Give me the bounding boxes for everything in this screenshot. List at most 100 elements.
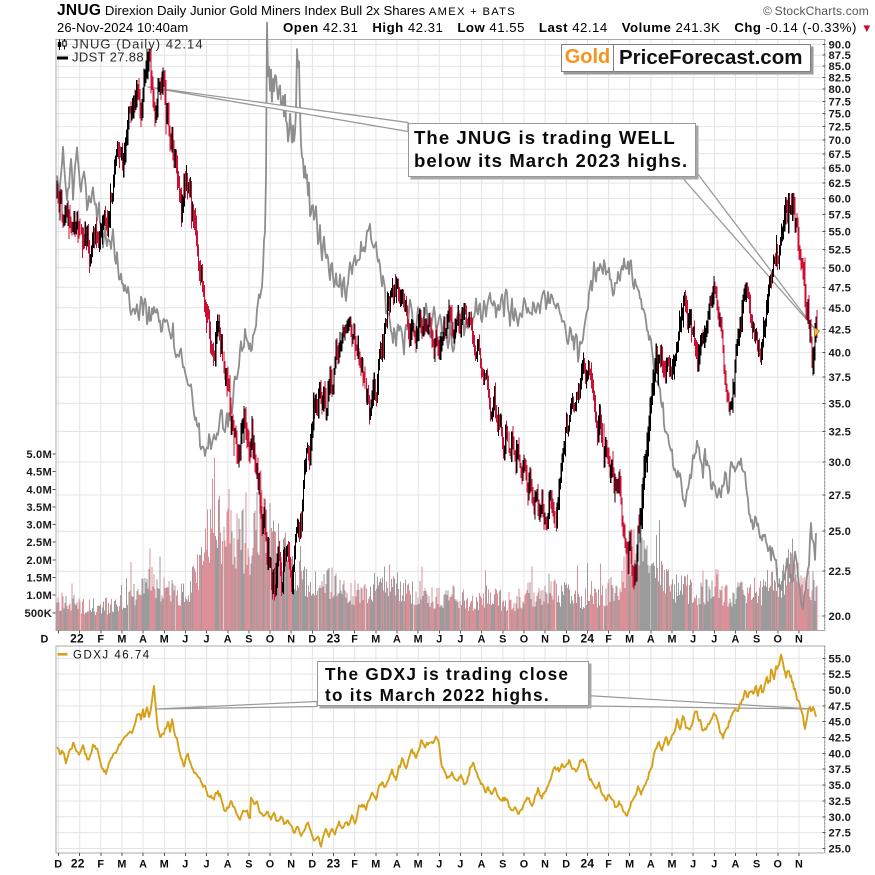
svg-text:55.0: 55.0 bbox=[829, 653, 852, 665]
svg-text:37.5: 37.5 bbox=[829, 372, 852, 384]
svg-text:A: A bbox=[478, 634, 486, 646]
svg-text:J: J bbox=[182, 859, 188, 871]
svg-text:20.0: 20.0 bbox=[829, 611, 852, 623]
svg-text:35.0: 35.0 bbox=[829, 780, 852, 792]
svg-text:47.5: 47.5 bbox=[829, 282, 852, 294]
svg-text:87.5: 87.5 bbox=[829, 50, 852, 62]
svg-text:GDXJ 46.74: GDXJ 46.74 bbox=[73, 650, 151, 662]
svg-text:J: J bbox=[203, 634, 209, 646]
svg-text:A: A bbox=[732, 634, 740, 646]
svg-text:1.5M: 1.5M bbox=[26, 573, 52, 585]
svg-text:M: M bbox=[117, 859, 126, 871]
svg-text:22.5: 22.5 bbox=[829, 566, 852, 578]
svg-text:A: A bbox=[224, 859, 232, 871]
svg-text:F: F bbox=[351, 859, 358, 871]
svg-text:23: 23 bbox=[327, 857, 341, 871]
svg-text:O: O bbox=[520, 634, 529, 646]
svg-text:42.5: 42.5 bbox=[829, 325, 852, 337]
svg-text:J: J bbox=[711, 634, 717, 646]
svg-text:F: F bbox=[97, 634, 104, 646]
svg-text:52.5: 52.5 bbox=[829, 669, 852, 681]
svg-text:30.0: 30.0 bbox=[829, 812, 852, 824]
svg-text:57.5: 57.5 bbox=[829, 210, 852, 222]
svg-text:60.0: 60.0 bbox=[829, 194, 852, 206]
svg-text:N: N bbox=[541, 859, 549, 871]
svg-text:N: N bbox=[795, 634, 803, 646]
svg-text:D: D bbox=[562, 859, 570, 871]
svg-text:M: M bbox=[414, 859, 423, 871]
svg-text:O: O bbox=[266, 859, 275, 871]
svg-text:D: D bbox=[308, 634, 316, 646]
svg-text:85.0: 85.0 bbox=[829, 61, 852, 73]
svg-text:O: O bbox=[773, 859, 782, 871]
svg-text:55.0: 55.0 bbox=[829, 227, 852, 239]
svg-text:62.5: 62.5 bbox=[829, 178, 852, 190]
svg-text:N: N bbox=[541, 634, 549, 646]
svg-text:S: S bbox=[753, 634, 760, 646]
svg-text:4.5M: 4.5M bbox=[26, 467, 52, 479]
svg-text:23: 23 bbox=[327, 632, 341, 646]
svg-text:A: A bbox=[393, 634, 401, 646]
svg-text:A: A bbox=[647, 634, 655, 646]
svg-text:F: F bbox=[351, 634, 358, 646]
svg-text:M: M bbox=[625, 859, 634, 871]
svg-text:J: J bbox=[690, 859, 696, 871]
svg-text:2.5M: 2.5M bbox=[26, 537, 52, 549]
svg-text:5.0M: 5.0M bbox=[26, 449, 52, 461]
svg-text:A: A bbox=[224, 634, 232, 646]
svg-text:M: M bbox=[160, 634, 169, 646]
svg-text:JNUG (Daily) 42.14: JNUG (Daily) 42.14 bbox=[72, 37, 204, 52]
svg-text:J: J bbox=[690, 634, 696, 646]
svg-text:N: N bbox=[287, 859, 295, 871]
svg-text:25.0: 25.0 bbox=[829, 844, 852, 856]
svg-text:32.5: 32.5 bbox=[829, 427, 852, 439]
svg-text:35.0: 35.0 bbox=[829, 398, 852, 410]
svg-text:30.0: 30.0 bbox=[829, 457, 852, 469]
svg-text:67.5: 67.5 bbox=[829, 149, 852, 161]
svg-text:J: J bbox=[182, 634, 188, 646]
svg-text:J: J bbox=[457, 859, 463, 871]
svg-text:J: J bbox=[203, 859, 209, 871]
svg-text:50.0: 50.0 bbox=[829, 263, 852, 275]
svg-text:22: 22 bbox=[70, 632, 84, 646]
svg-text:F: F bbox=[605, 859, 612, 871]
svg-text:M: M bbox=[160, 859, 169, 871]
svg-text:O: O bbox=[266, 634, 275, 646]
svg-text:42.5: 42.5 bbox=[829, 733, 852, 745]
svg-text:O: O bbox=[520, 859, 529, 871]
svg-text:A: A bbox=[393, 859, 401, 871]
svg-text:S: S bbox=[245, 634, 252, 646]
svg-text:S: S bbox=[499, 859, 506, 871]
svg-text:M: M bbox=[667, 634, 676, 646]
svg-text:S: S bbox=[499, 634, 506, 646]
svg-text:JDST 27.88: JDST 27.88 bbox=[72, 50, 144, 65]
svg-text:S: S bbox=[245, 859, 252, 871]
svg-text:A: A bbox=[478, 859, 486, 871]
svg-text:27.5: 27.5 bbox=[829, 828, 852, 840]
svg-text:24: 24 bbox=[581, 632, 595, 646]
svg-text:A: A bbox=[139, 634, 147, 646]
svg-text:50.0: 50.0 bbox=[829, 685, 852, 697]
svg-text:M: M bbox=[371, 859, 380, 871]
svg-text:M: M bbox=[667, 859, 676, 871]
svg-text:500K: 500K bbox=[24, 608, 52, 620]
svg-text:45.0: 45.0 bbox=[829, 303, 852, 315]
svg-text:D: D bbox=[41, 634, 49, 646]
svg-text:22: 22 bbox=[71, 857, 85, 871]
svg-text:S: S bbox=[753, 859, 760, 871]
svg-text:2.0M: 2.0M bbox=[26, 555, 52, 567]
svg-text:80.0: 80.0 bbox=[829, 84, 852, 96]
svg-text:4.0M: 4.0M bbox=[26, 484, 52, 496]
svg-text:24: 24 bbox=[581, 857, 595, 871]
svg-text:37.5: 37.5 bbox=[829, 764, 852, 776]
svg-text:A: A bbox=[139, 859, 147, 871]
svg-text:65.0: 65.0 bbox=[829, 163, 852, 175]
svg-text:F: F bbox=[605, 634, 612, 646]
svg-text:1.0M: 1.0M bbox=[26, 590, 52, 602]
svg-text:J: J bbox=[457, 634, 463, 646]
svg-text:32.5: 32.5 bbox=[829, 796, 852, 808]
svg-text:47.5: 47.5 bbox=[829, 701, 852, 713]
svg-text:75.0: 75.0 bbox=[829, 109, 852, 121]
svg-text:J: J bbox=[711, 859, 717, 871]
svg-text:M: M bbox=[371, 634, 380, 646]
